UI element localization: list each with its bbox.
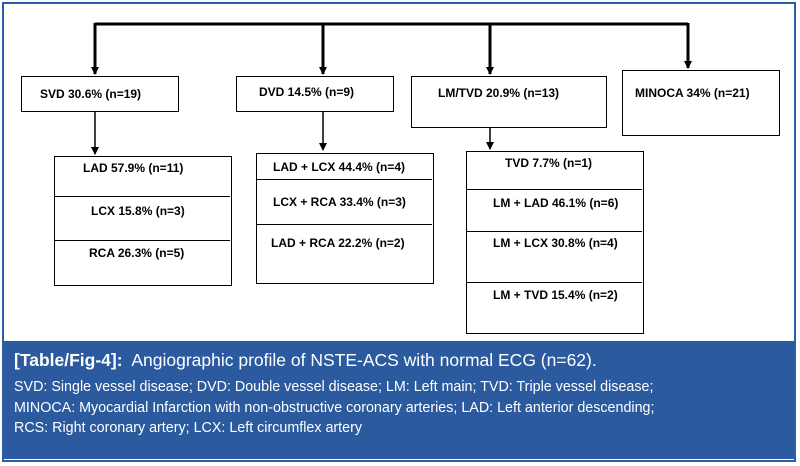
- lmtvd-sub-box: TVD 7.7% (n=1) LM + LAD 46.1% (n=6) LM +…: [466, 151, 644, 334]
- lmtvd-sub-item: TVD 7.7% (n=1): [505, 156, 593, 170]
- lmtvd-sub-item: LM + TVD 15.4% (n=2): [493, 288, 618, 302]
- svd-sub-item: RCA 26.3% (n=5): [89, 246, 185, 260]
- divider: [467, 189, 642, 190]
- lmtvd-box: LM/TVD 20.9% (n=13): [411, 76, 607, 128]
- flowchart-connectors: [91, 22, 692, 155]
- dvd-sub-box: LAD + LCX 44.4% (n=4) LCX + RCA 33.4% (n…: [256, 153, 434, 284]
- divider: [257, 179, 432, 180]
- divider: [257, 224, 432, 225]
- lmtvd-sub-item: LM + LCX 30.8% (n=4): [493, 236, 618, 250]
- divider: [467, 231, 642, 232]
- dvd-sub-item: LCX + RCA 33.4% (n=3): [273, 195, 406, 209]
- minoca-box: MINOCA 34% (n=21): [622, 70, 780, 136]
- caption-title: Angiographic profile of NSTE-ACS with no…: [131, 350, 597, 370]
- svd-sub-item: LAD 57.9% (n=11): [83, 161, 184, 175]
- figure-caption: [Table/Fig-4]: Angiographic profile of N…: [4, 341, 794, 459]
- caption-line: RCS: Right coronary artery; LCX: Left ci…: [14, 420, 362, 436]
- minoca-label: MINOCA 34% (n=21): [635, 86, 750, 100]
- dvd-label: DVD 14.5% (n=9): [259, 85, 355, 99]
- svd-sub-item: LCX 15.8% (n=3): [91, 204, 185, 218]
- caption-line: MINOCA: Myocardial Infarction with non-o…: [14, 399, 655, 416]
- dvd-sub-item: LAD + LCX 44.4% (n=4): [273, 160, 406, 174]
- caption-line: SVD: Single vessel disease; DVD: Double …: [14, 379, 654, 395]
- dvd-sub-item: LAD + RCA 22.2% (n=2): [271, 236, 405, 250]
- divider: [55, 240, 230, 241]
- divider: [55, 196, 230, 197]
- caption-label: [Table/Fig-4]:: [14, 350, 123, 370]
- lmtvd-sub-item: LM + LAD 46.1% (n=6): [493, 196, 619, 210]
- lmtvd-label: LM/TVD 20.9% (n=13): [438, 86, 560, 100]
- caption-title-row: [Table/Fig-4]: Angiographic profile of N…: [14, 349, 784, 371]
- svd-sub-box: LAD 57.9% (n=11) LCX 15.8% (n=3) RCA 26.…: [54, 156, 232, 286]
- svd-box: SVD 30.6% (n=19): [21, 76, 179, 112]
- svd-label: SVD 30.6% (n=19): [40, 87, 142, 101]
- divider: [467, 282, 642, 283]
- dvd-box: DVD 14.5% (n=9): [236, 76, 394, 112]
